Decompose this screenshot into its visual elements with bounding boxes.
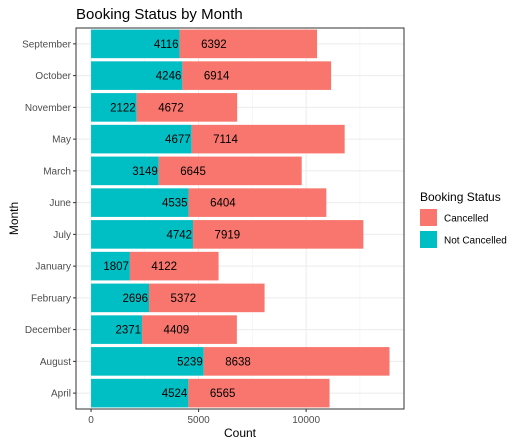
x-axis-title: Count <box>224 426 257 440</box>
bar-cancelled <box>158 156 302 186</box>
bar-not-cancelled <box>91 315 143 344</box>
y-axis-title: Month <box>7 202 21 235</box>
bar-not-cancelled <box>91 29 180 59</box>
data-label-cancelled: 5372 <box>171 293 197 305</box>
data-labels: 4116 6392 4246 6914 2122 4672 4677 7114 3149 6645… <box>103 39 251 400</box>
bar-not-cancelled <box>91 347 204 376</box>
data-label-not-cancelled: 4535 <box>162 198 188 210</box>
legend-title: Booking Status <box>420 190 501 204</box>
bar-not-cancelled <box>91 283 150 313</box>
bar-cancelled <box>203 347 390 376</box>
data-label-not-cancelled: 4116 <box>154 39 179 51</box>
data-label-cancelled: 7919 <box>215 229 241 241</box>
data-label-not-cancelled: 3149 <box>132 166 158 178</box>
plot-panel-border <box>75 27 405 410</box>
data-label-cancelled: 4122 <box>151 261 177 273</box>
legend-swatch <box>420 231 437 248</box>
data-label-not-cancelled: 4677 <box>165 134 191 146</box>
data-label-not-cancelled: 1807 <box>103 261 129 273</box>
y-tick-label: January <box>35 262 71 273</box>
data-label-not-cancelled: 2696 <box>122 293 148 305</box>
legend-label: Cancelled <box>444 214 488 225</box>
bar-cancelled <box>149 283 265 313</box>
bar-not-cancelled <box>91 378 189 408</box>
data-label-not-cancelled: 4246 <box>156 71 182 83</box>
data-label-cancelled: 4672 <box>158 102 184 114</box>
data-label-not-cancelled: 2371 <box>115 325 141 337</box>
data-label-cancelled: 8638 <box>225 356 251 368</box>
bar-cancelled <box>193 220 364 249</box>
x-tick-label: 0 <box>88 415 94 426</box>
bar-cancelled <box>182 61 332 90</box>
bar-not-cancelled <box>91 93 137 122</box>
x-tick-label: 5000 <box>187 415 210 426</box>
y-tick-label: August <box>40 357 71 368</box>
y-tick-label: April <box>51 389 71 400</box>
y-tick-label: March <box>43 166 71 177</box>
data-label-not-cancelled: 5239 <box>177 356 203 368</box>
legend: Booking Status Cancelled Not Cancelled <box>420 190 507 248</box>
bar-cancelled <box>179 29 318 59</box>
bar-cancelled <box>129 251 219 281</box>
bar-not-cancelled <box>91 61 183 90</box>
data-label-cancelled: 6914 <box>204 71 230 83</box>
bar-not-cancelled <box>91 124 192 154</box>
data-label-cancelled: 7114 <box>213 134 238 146</box>
data-label-cancelled: 6645 <box>180 166 206 178</box>
bar-not-cancelled <box>91 188 189 217</box>
bar-cancelled <box>191 124 345 154</box>
data-label-cancelled: 6404 <box>210 198 236 210</box>
y-tick-label: July <box>53 230 71 241</box>
data-label-cancelled: 6565 <box>210 388 236 400</box>
y-tick-label: February <box>31 293 71 304</box>
chart-title: Booking Status by Month <box>76 6 243 23</box>
data-label-not-cancelled: 4524 <box>162 388 188 400</box>
bar-not-cancelled <box>91 156 159 186</box>
axes: September October November May March June July… <box>22 39 320 426</box>
bar-cancelled <box>136 93 238 122</box>
y-tick-label: September <box>22 39 72 50</box>
data-label-cancelled: 6392 <box>201 39 227 51</box>
legend-label: Not Cancelled <box>444 236 507 247</box>
plot-panel-background <box>76 28 404 409</box>
bars <box>91 29 390 408</box>
y-tick-label: May <box>52 135 71 146</box>
data-label-not-cancelled: 4742 <box>166 229 192 241</box>
y-tick-label: October <box>35 71 71 82</box>
data-label-cancelled: 4409 <box>164 325 190 337</box>
bar-not-cancelled <box>91 220 194 249</box>
bar-cancelled <box>188 378 330 408</box>
y-tick-label: November <box>25 103 72 114</box>
legend-swatch <box>420 209 437 226</box>
x-tick-label: 10000 <box>292 415 320 426</box>
bar-cancelled <box>188 188 327 217</box>
bar-cancelled <box>142 315 237 344</box>
data-label-not-cancelled: 2122 <box>110 102 136 114</box>
y-tick-label: June <box>49 198 71 209</box>
bar-not-cancelled <box>91 251 130 281</box>
y-tick-label: December <box>25 325 72 336</box>
